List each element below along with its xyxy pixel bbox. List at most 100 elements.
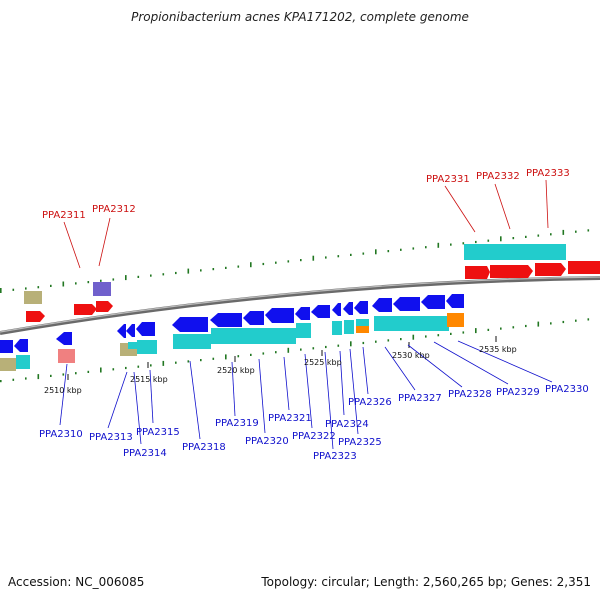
gene-label[interactable]: PPA2328: [448, 389, 492, 400]
gene-label[interactable]: PPA2333: [526, 168, 570, 179]
gene-labels-plus: PPA2311 PPA2312 PPA2331 PPA2332 PPA2333: [42, 168, 570, 221]
gene-plus-arrow[interactable]: [465, 266, 490, 279]
gene-label[interactable]: PPA2319: [215, 418, 259, 429]
gc-mark: [350, 341, 352, 347]
gene-minus-arrow[interactable]: [56, 332, 72, 345]
gene-minus-arrow[interactable]: [172, 317, 208, 332]
feature-cds[interactable]: [137, 340, 157, 354]
feature-khaki[interactable]: [120, 343, 128, 356]
gene-features: [0, 244, 600, 371]
gene-label[interactable]: PPA2313: [89, 432, 133, 443]
feature-khaki[interactable]: [128, 349, 137, 356]
gc-mark: [62, 281, 65, 287]
feature-cds[interactable]: [16, 355, 30, 369]
gene-minus-arrow[interactable]: [265, 308, 294, 323]
gc-mark: [587, 318, 590, 321]
feature-orange[interactable]: [356, 326, 369, 333]
gene-plus-arrow[interactable]: [96, 301, 113, 312]
gc-mark: [462, 331, 465, 334]
gene-minus-arrow[interactable]: [393, 297, 420, 311]
gc-mark: [325, 345, 327, 349]
gene-minus-arrow[interactable]: [332, 303, 341, 316]
gene-label[interactable]: PPA2321: [268, 413, 312, 424]
gene-label[interactable]: PPA2320: [245, 436, 289, 447]
feature-purple[interactable]: [93, 282, 111, 296]
gene-minus-arrow[interactable]: [446, 294, 464, 308]
gc-mark: [437, 242, 440, 248]
gene-minus-arrow[interactable]: [210, 313, 242, 327]
gc-mark: [225, 266, 227, 269]
feature-khaki[interactable]: [0, 358, 16, 371]
feature-khaki[interactable]: [24, 291, 42, 304]
gc-mark: [487, 239, 490, 242]
gene-minus-arrow[interactable]: [14, 339, 28, 352]
feature-orange[interactable]: [447, 313, 464, 327]
gc-mark: [525, 235, 527, 238]
scale-labels: 2510 kbp 2515 kbp 2520 kbp 2525 kbp 2530…: [44, 345, 517, 395]
gc-mark: [562, 320, 565, 324]
feature-cds[interactable]: [464, 244, 566, 260]
gc-mark: [375, 249, 377, 255]
gene-label[interactable]: PPA2323: [313, 451, 357, 462]
gene-minus-arrow[interactable]: [0, 340, 13, 353]
gc-mark: [362, 252, 365, 255]
gene-minus-arrow[interactable]: [243, 311, 264, 325]
gene-label[interactable]: PPA2326: [348, 397, 392, 408]
feature-cds[interactable]: [344, 320, 354, 334]
gene-label[interactable]: PPA2325: [338, 437, 382, 448]
gc-mark: [100, 367, 102, 373]
gene-minus-arrow[interactable]: [136, 322, 155, 336]
gc-mark: [50, 374, 52, 377]
gc-mark: [112, 368, 115, 371]
gc-mark: [412, 247, 415, 250]
feature-cds[interactable]: [356, 319, 369, 326]
gene-label[interactable]: PPA2327: [398, 393, 442, 404]
gc-mark: [150, 364, 152, 367]
gene-label[interactable]: PPA2322: [292, 431, 336, 442]
feature-cds[interactable]: [332, 321, 342, 335]
gene-label[interactable]: PPA2314: [123, 448, 167, 459]
gene-label[interactable]: PPA2329: [496, 387, 540, 398]
gc-mark: [212, 357, 215, 360]
feature-cds[interactable]: [128, 342, 137, 349]
gene-label[interactable]: PPA2315: [136, 427, 180, 438]
gene-label[interactable]: PPA2318: [182, 442, 226, 453]
gc-mark: [25, 377, 27, 380]
gene-label[interactable]: PPA2330: [545, 384, 589, 395]
gc-mark: [500, 327, 502, 330]
gene-plus-arrow[interactable]: [26, 311, 45, 322]
gene-label[interactable]: PPA2324: [325, 419, 369, 430]
gene-label[interactable]: PPA2310: [39, 429, 83, 440]
gene-minus-arrow[interactable]: [117, 324, 126, 338]
feature-cds[interactable]: [211, 328, 296, 344]
gene-minus-arrow[interactable]: [311, 305, 330, 318]
gc-mark: [100, 279, 102, 282]
gene-minus-arrow[interactable]: [126, 324, 135, 337]
gene-label[interactable]: PPA2311: [42, 210, 86, 221]
gc-mark: [475, 240, 477, 244]
feature-pink[interactable]: [58, 349, 75, 363]
gc-mark: [525, 324, 527, 328]
gene-minus-arrow[interactable]: [372, 298, 392, 312]
gene-minus-arrow[interactable]: [343, 302, 353, 315]
gc-mark: [475, 328, 477, 334]
gene-label[interactable]: PPA2312: [92, 204, 136, 215]
gc-mark: [250, 353, 252, 356]
gene-label[interactable]: PPA2331: [426, 174, 470, 185]
gc-mark: [212, 268, 215, 271]
gene-plus-arrow[interactable]: [74, 304, 97, 315]
gene-minus-arrow[interactable]: [421, 295, 445, 309]
gc-mark: [200, 359, 202, 362]
gene-label[interactable]: PPA2332: [476, 171, 520, 182]
gene-plus-arrow[interactable]: [535, 263, 566, 276]
gc-mark: [187, 268, 190, 274]
feature-cds[interactable]: [296, 323, 311, 338]
gc-mark: [550, 322, 552, 325]
feature-cds[interactable]: [374, 316, 449, 331]
feature-cds[interactable]: [173, 334, 211, 349]
gc-mark: [437, 334, 440, 337]
gene-minus-arrow[interactable]: [295, 307, 310, 320]
gene-plus-arrow[interactable]: [490, 265, 533, 278]
gene-plus-arrow[interactable]: [568, 261, 600, 274]
gene-minus-arrow[interactable]: [354, 301, 368, 314]
